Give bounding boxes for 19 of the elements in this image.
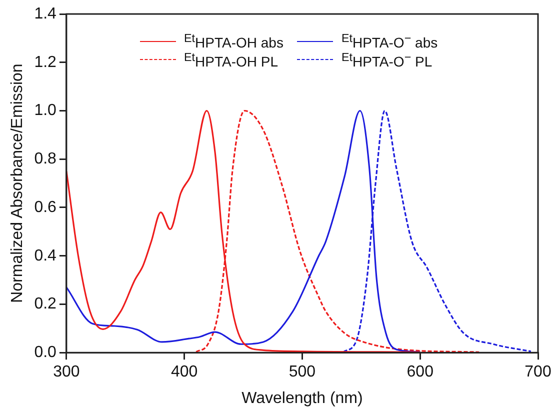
y-tick-label: 1.0 <box>34 102 57 120</box>
y-tick-label: 0.0 <box>34 344 57 362</box>
y-axis-title: Normalized Absorbance/Emission <box>9 64 26 303</box>
x-tick-label: 400 <box>170 364 198 381</box>
legend-label: $^{Et}$HPTA-O$^{−}$ PL <box>341 50 432 70</box>
y-tick-label: 0.8 <box>34 150 57 168</box>
y-tick-label: 0.4 <box>34 247 57 264</box>
x-tick-label: 300 <box>53 364 80 381</box>
x-tick-label: 600 <box>406 364 434 381</box>
legend-label: $^{Et}$HPTA-O$^{−}$ abs <box>341 32 438 51</box>
y-tick-label: 1.2 <box>34 54 57 71</box>
x-tick-label: 500 <box>288 364 316 381</box>
legend-label: $^{Et}$HPTA-OH PL <box>184 50 278 70</box>
y-tick-label: 1.4 <box>34 5 57 22</box>
legend-label: $^{Et}$HPTA-OH abs <box>184 32 284 51</box>
y-tick-label: 0.2 <box>34 296 57 313</box>
y-tick-label: 0.6 <box>34 198 57 216</box>
x-axis-title: Wavelength (nm) <box>242 390 363 407</box>
x-tick-label: 700 <box>524 364 552 381</box>
